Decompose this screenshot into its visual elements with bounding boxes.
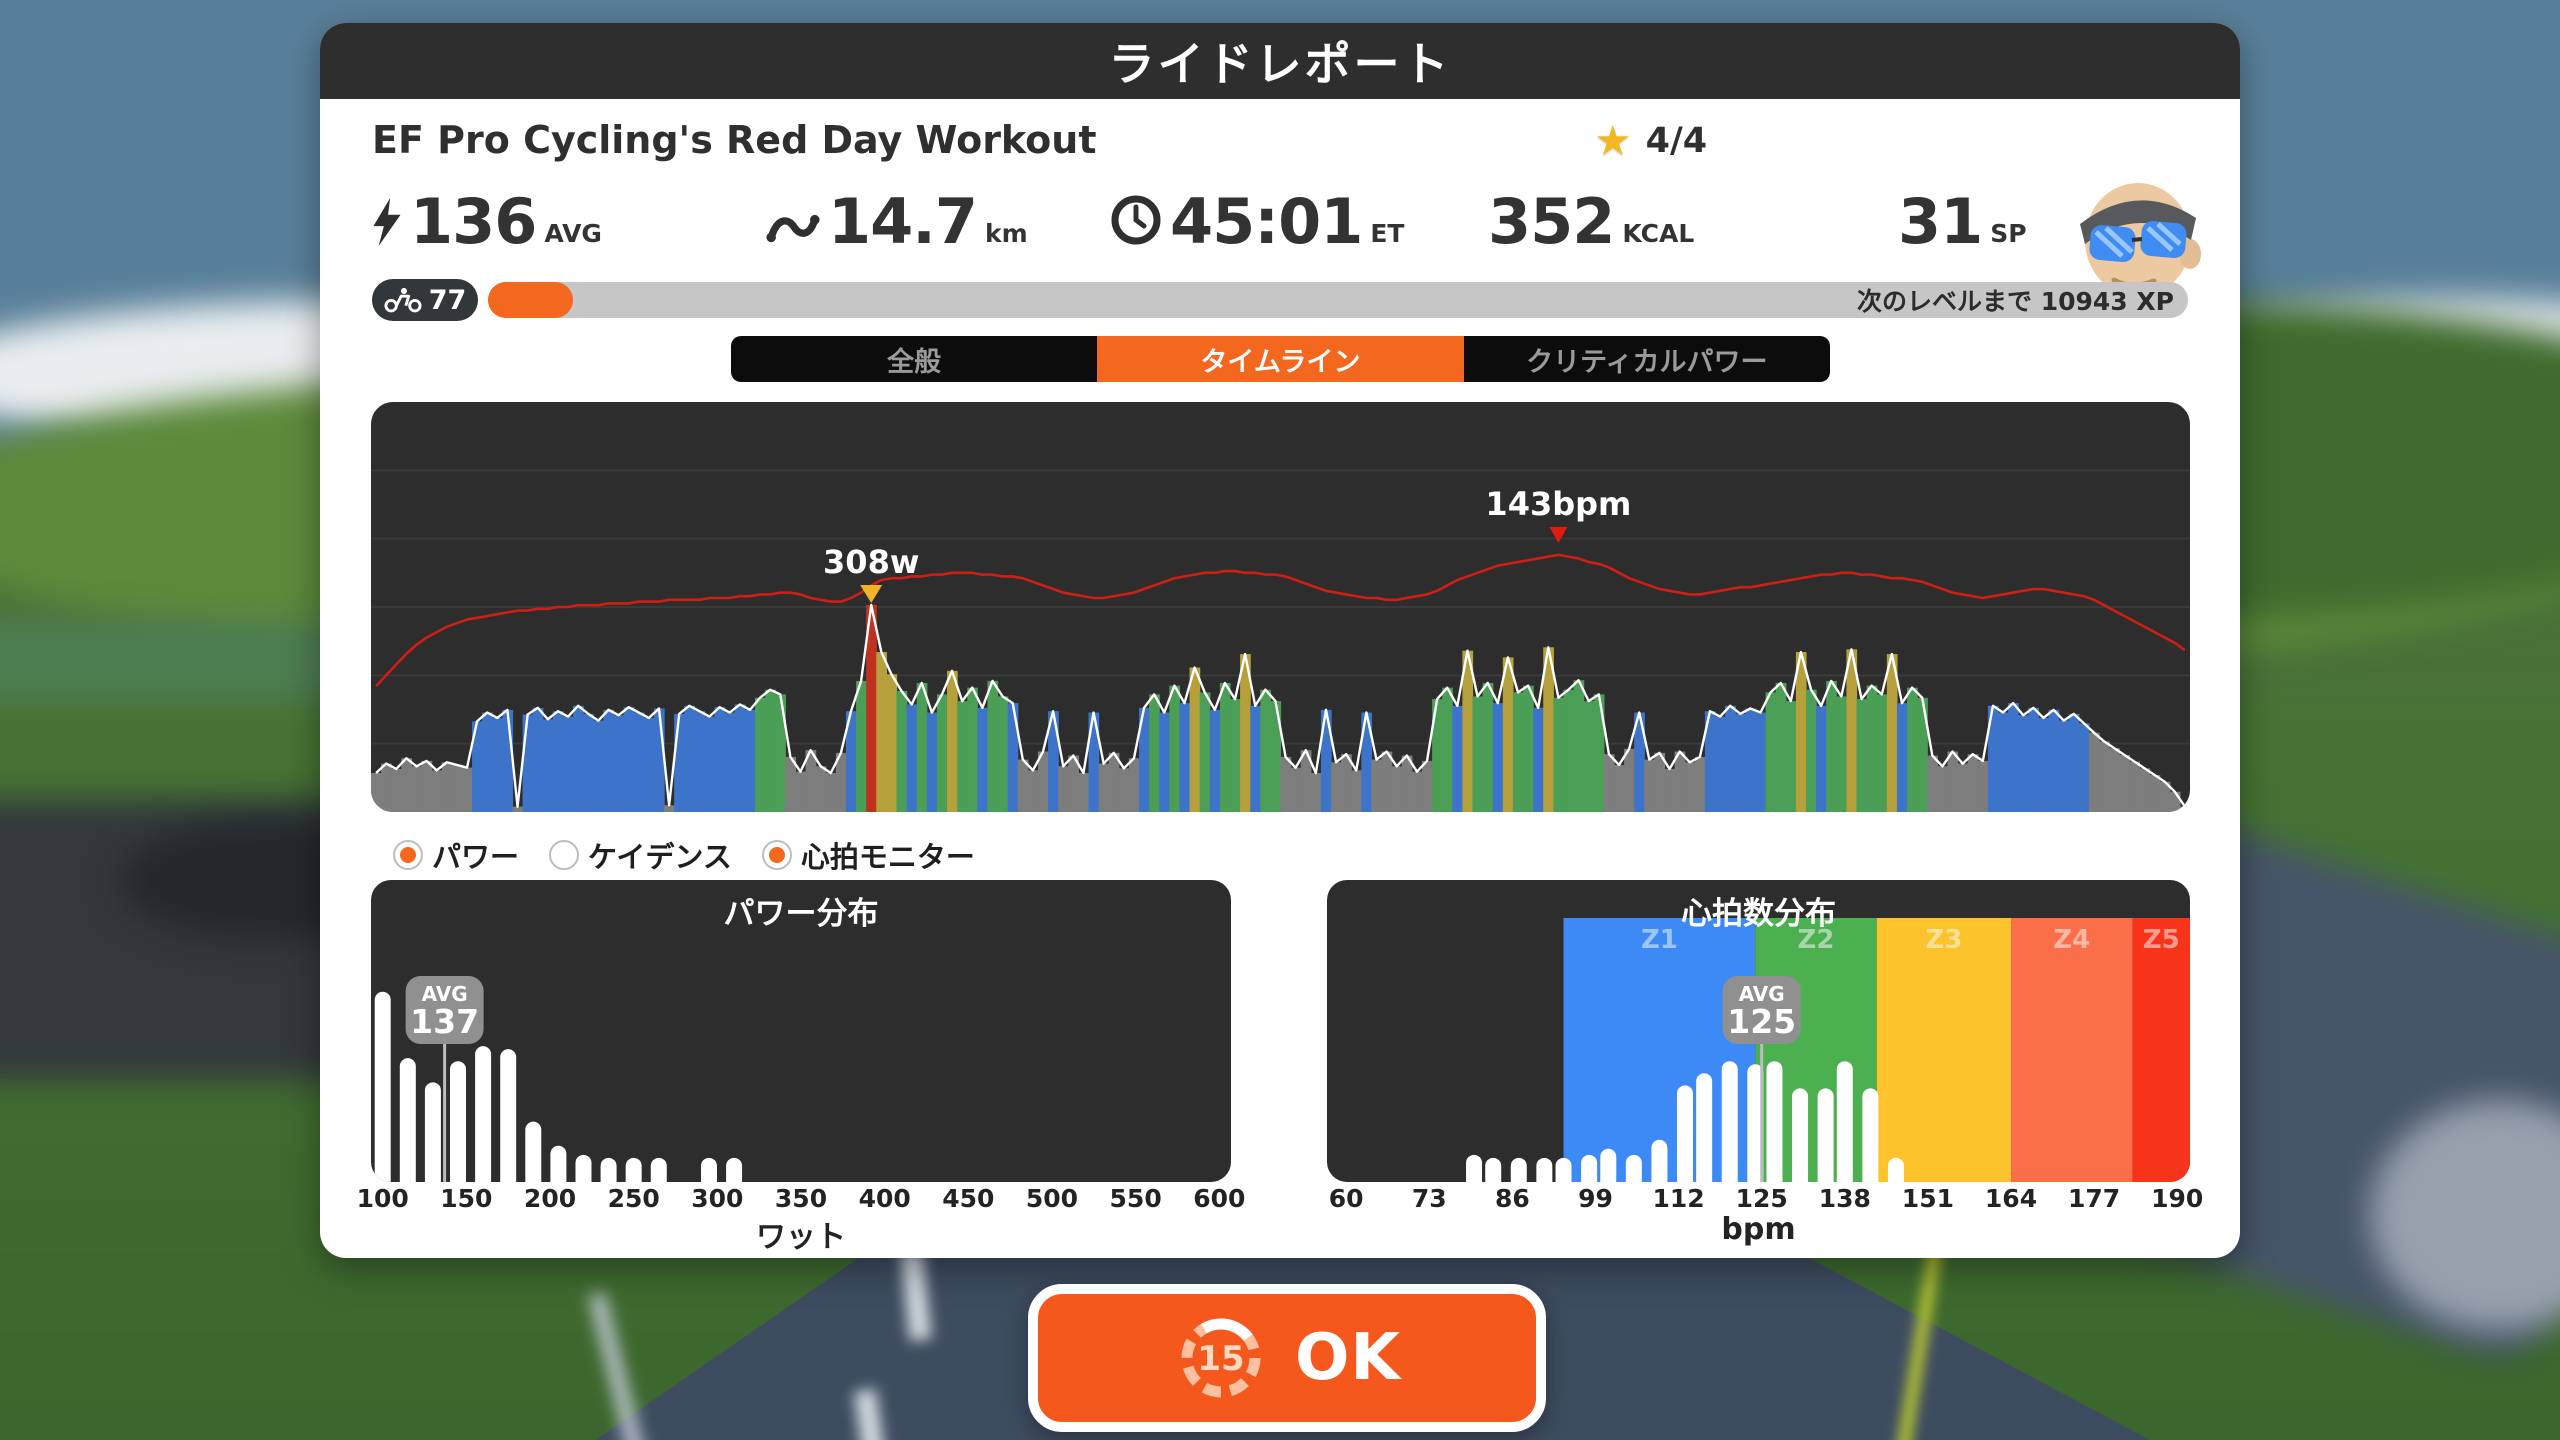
timeline-metric-toggles: パワー ケイデンス 心拍モニター [393, 834, 975, 876]
axis-tick: 112 [1652, 1184, 1705, 1213]
radio-icon [393, 840, 423, 870]
stat-calories: 352 KCAL [1488, 190, 1694, 254]
svg-text:AVG: AVG [422, 982, 468, 1006]
radio-icon [549, 840, 580, 870]
toggle-power[interactable]: パワー [393, 834, 519, 876]
stat-distance: 14.7 km [766, 190, 1028, 254]
ok-button-label: OK [1295, 1321, 1401, 1395]
svg-text:AVG: AVG [1739, 982, 1785, 1006]
power-axis-unit: ワット [756, 1220, 846, 1255]
stat-elapsed-time: 45:01 ET [1110, 190, 1405, 254]
stat-value: 136 [410, 185, 537, 258]
radio-icon [761, 840, 792, 870]
countdown-ring-icon: 15 [1181, 1318, 1261, 1398]
workout-title: EF Pro Cycling's Red Day Workout [372, 118, 1097, 162]
stat-sprint-points: 31 SP [1898, 190, 2027, 254]
dialog-title-bar: ライドレポート [320, 23, 2240, 99]
stat-value: 352 [1488, 185, 1615, 258]
clock-icon [1111, 195, 1161, 245]
hr-axis-ticks: 60 73 86 99 112 125 138 151 164 177 190 [1327, 1184, 2204, 1214]
power-bolt-icon [373, 198, 401, 246]
axis-tick: 550 [1109, 1184, 1162, 1213]
axis-tick: 99 [1578, 1184, 1613, 1213]
axis-tick: 600 [1193, 1184, 1246, 1213]
stat-value: 14.7 [828, 185, 978, 258]
star-count: 4/4 [1645, 120, 1708, 161]
level-badge: 77 [372, 279, 478, 321]
xp-to-next-level: 次のレベルまで 10943 XP [1857, 287, 2174, 316]
axis-tick: 150 [440, 1184, 493, 1213]
stat-unit: ET [1370, 219, 1405, 248]
axis-tick: 177 [2068, 1184, 2121, 1213]
toggle-cadence[interactable]: ケイデンス [549, 834, 732, 876]
axis-tick: 450 [942, 1184, 995, 1213]
route-icon [766, 214, 820, 243]
xp-progress-bar: 次のレベルまで 10943 XP [488, 282, 2188, 318]
axis-tick: 100 [356, 1184, 409, 1213]
axis-tick: 200 [523, 1184, 577, 1213]
ride-timeline-chart: 308w 143bpm [371, 402, 2190, 812]
avatar [2080, 183, 2201, 297]
svg-text:Z2: Z2 [1798, 925, 1835, 955]
axis-tick: 164 [1984, 1184, 2038, 1213]
tab-timeline[interactable]: タイムライン [1097, 336, 1464, 382]
tab-critical-power[interactable]: クリティカルパワー [1463, 336, 1830, 382]
star-icon: ★ [1594, 116, 1632, 165]
svg-text:15: 15 [1197, 1339, 1244, 1379]
axis-tick: 250 [607, 1184, 660, 1213]
axis-tick: 400 [858, 1184, 911, 1213]
stat-unit: AVG [544, 219, 602, 248]
workout-stars: ★ 4/4 [1594, 116, 1707, 165]
axis-tick: 500 [1025, 1184, 1079, 1213]
svg-text:Z4: Z4 [2053, 925, 2090, 955]
svg-text:Z1: Z1 [1641, 925, 1678, 955]
stat-unit: km [984, 219, 1028, 248]
svg-text:Z5: Z5 [2143, 925, 2180, 955]
ok-button[interactable]: 15 OK [1028, 1284, 1546, 1432]
stat-unit: SP [1990, 219, 2027, 248]
svg-text:125: 125 [1727, 1002, 1796, 1041]
axis-tick: 73 [1411, 1184, 1447, 1213]
level-number: 77 [428, 284, 467, 316]
axis-tick: 60 [1328, 1184, 1364, 1213]
axis-tick: 151 [1901, 1184, 1954, 1213]
power-axis-ticks: 100 150 200 250 300 350 400 450 500 550 600 [357, 1184, 1246, 1214]
svg-text:Z3: Z3 [1925, 925, 1962, 955]
stat-avg-power: 136 AVG [372, 190, 602, 254]
axis-tick: 138 [1818, 1184, 1871, 1213]
cyclist-icon [384, 287, 422, 313]
stat-value: 45:01 [1170, 185, 1363, 258]
axis-tick: 86 [1494, 1184, 1530, 1213]
toggle-heart-rate[interactable]: 心拍モニター [761, 834, 975, 876]
svg-text:308w: 308w [823, 543, 919, 581]
svg-text:143bpm: 143bpm [1485, 485, 1631, 523]
tab-general[interactable]: 全般 [731, 336, 1098, 382]
svg-text:137: 137 [410, 1002, 479, 1041]
axis-tick: 190 [2151, 1184, 2204, 1213]
axis-tick: 125 [1735, 1184, 1788, 1213]
dialog-title: ライドレポート [1108, 37, 1452, 91]
stat-value: 31 [1898, 185, 1983, 258]
report-tabs: 全般 タイムライン クリティカルパワー [731, 336, 1830, 382]
axis-tick: 300 [691, 1184, 744, 1213]
xp-progress-fill [488, 282, 573, 318]
stat-unit: KCAL [1622, 219, 1695, 248]
axis-tick: 350 [774, 1184, 828, 1213]
hr-axis-unit: bpm [1721, 1212, 1796, 1247]
